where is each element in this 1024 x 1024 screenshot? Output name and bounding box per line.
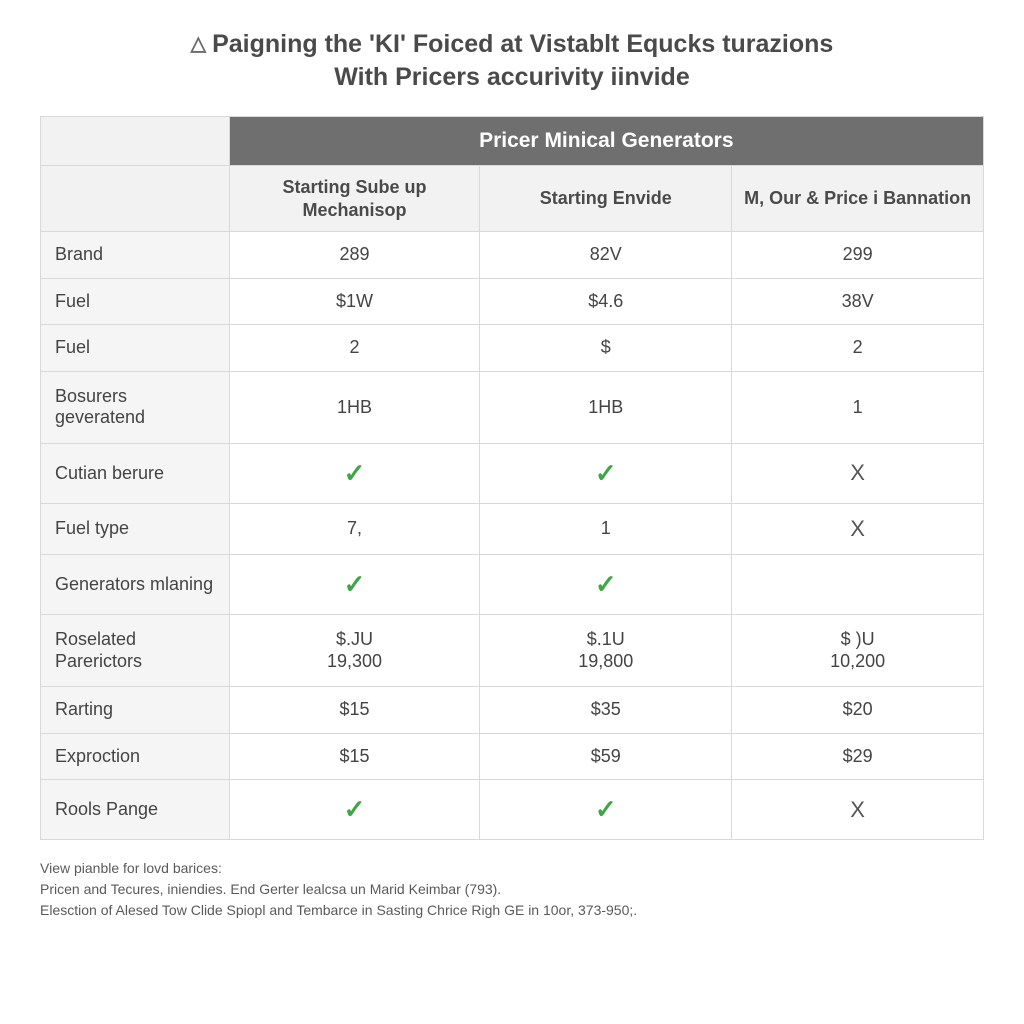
table-cell [732, 554, 984, 614]
table-cell: X [732, 443, 984, 503]
table-cell: ✓ [480, 554, 732, 614]
table-cell: ✓ [480, 443, 732, 503]
table-subheader-0: Starting Sube up Mechanisop [229, 166, 480, 232]
table-cell: $1W [229, 278, 480, 325]
cross-icon: X [850, 797, 865, 822]
stacked-value: $.JU19,300 [327, 629, 382, 672]
table-row-label: Brand [41, 232, 230, 279]
table-row-label: Fuel [41, 278, 230, 325]
table-cell: $15 [229, 687, 480, 734]
table-cell: $20 [732, 687, 984, 734]
table-row-label: Roselated Parerictors [41, 614, 230, 686]
table-cell: $ [480, 325, 732, 372]
table-row-label: Rarting [41, 687, 230, 734]
table-cell: 82V [480, 232, 732, 279]
table-corner-blank [41, 117, 230, 166]
table-cell: 1 [480, 503, 732, 554]
table-cell: 2 [732, 325, 984, 372]
table-cell: ✓ [229, 780, 480, 840]
table-cell: 289 [229, 232, 480, 279]
table-cell: X [732, 780, 984, 840]
table-cell: ✓ [229, 554, 480, 614]
table-cell: X [732, 503, 984, 554]
table-cell: 2 [229, 325, 480, 372]
check-icon: ✓ [595, 569, 617, 599]
table-body: Brand28982V299Fuel$1W$4.638VFuel2$2Bosur… [41, 232, 984, 840]
table-cell: 299 [732, 232, 984, 279]
cross-icon: X [850, 460, 865, 485]
table-cell: $59 [480, 733, 732, 780]
stacked-value: $ )U10,200 [830, 629, 885, 672]
table-cell: $15 [229, 733, 480, 780]
table-cell: $.1U19,800 [480, 614, 732, 686]
table-cell: $4.6 [480, 278, 732, 325]
footnote-line: Elesction of Alesed Tow Clide Spiopl and… [40, 900, 984, 921]
table-row-label: Bosurers geveratend [41, 371, 230, 443]
comparison-table: Pricer Minical Generators Starting Sube … [40, 116, 984, 840]
check-icon: ✓ [344, 794, 366, 824]
table-row-label: Cutian berure [41, 443, 230, 503]
table-cell: 1 [732, 371, 984, 443]
page-title-line1: △Paigning the 'KI' Foiced at Vistablt Eq… [40, 30, 984, 59]
table-row-label: Fuel [41, 325, 230, 372]
table-row-label: Rools Pange [41, 780, 230, 840]
footnotes: View pianble for lovd barices: Pricen an… [40, 858, 984, 921]
table-super-header: Pricer Minical Generators [229, 117, 983, 166]
table-subheader-2: M, Our & Price i Bannation [732, 166, 984, 232]
warning-triangle-icon: △ [191, 31, 206, 56]
table-cell: 7, [229, 503, 480, 554]
footnote-line: Pricen and Tecures, iniendies. End Gerte… [40, 879, 984, 900]
check-icon: ✓ [344, 569, 366, 599]
table-subheader-1: Starting Envide [480, 166, 732, 232]
table-cell: $ )U10,200 [732, 614, 984, 686]
table-row-label: Fuel type [41, 503, 230, 554]
check-icon: ✓ [595, 794, 617, 824]
table-cell: ✓ [229, 443, 480, 503]
check-icon: ✓ [344, 458, 366, 488]
table-subheader-blank [41, 166, 230, 232]
cross-icon: X [850, 516, 865, 541]
check-icon: ✓ [595, 458, 617, 488]
table-cell: 38V [732, 278, 984, 325]
footnote-line: View pianble for lovd barices: [40, 858, 984, 879]
table-cell: ✓ [480, 780, 732, 840]
table-row-label: Generators mlaning [41, 554, 230, 614]
table-cell: $29 [732, 733, 984, 780]
table-cell: 1HB [229, 371, 480, 443]
table-row-label: Exproction [41, 733, 230, 780]
table-cell: $.JU19,300 [229, 614, 480, 686]
stacked-value: $.1U19,800 [578, 629, 633, 672]
table-cell: $35 [480, 687, 732, 734]
table-cell: 1HB [480, 371, 732, 443]
page-title-line2: With Pricers accurivity iinvide [40, 63, 984, 92]
